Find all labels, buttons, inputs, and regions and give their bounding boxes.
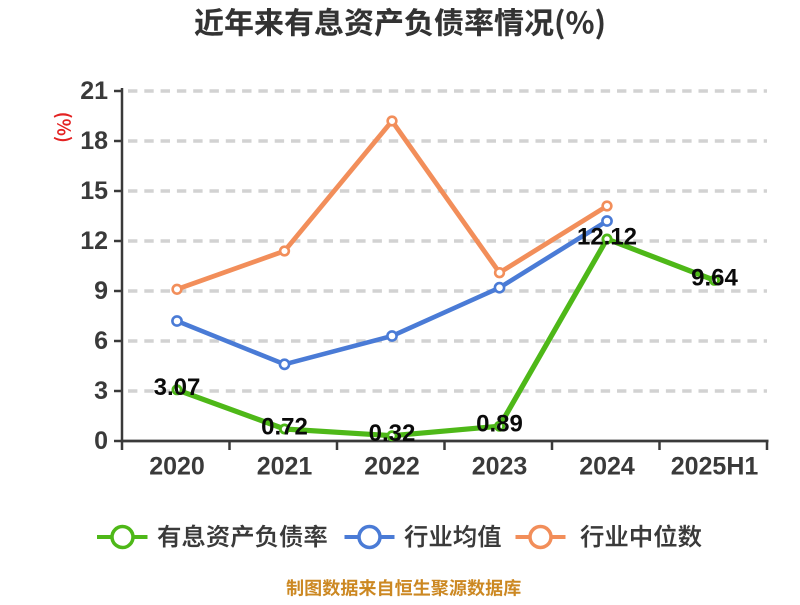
svg-text:6: 6 — [94, 327, 108, 355]
svg-text:15: 15 — [80, 177, 108, 205]
svg-text:2021: 2021 — [257, 453, 313, 481]
svg-text:2020: 2020 — [149, 453, 205, 481]
svg-text:0.89: 0.89 — [476, 411, 523, 438]
svg-text:2022: 2022 — [364, 453, 420, 481]
svg-text:2023: 2023 — [472, 453, 528, 481]
svg-text:9.64: 9.64 — [691, 265, 738, 292]
svg-text:2024: 2024 — [579, 453, 635, 481]
svg-text:3.07: 3.07 — [154, 374, 201, 401]
svg-text:0.32: 0.32 — [369, 420, 416, 447]
svg-text:12.12: 12.12 — [577, 223, 637, 250]
svg-text:12: 12 — [80, 227, 108, 255]
svg-text:0: 0 — [94, 427, 108, 455]
svg-text:2025H1: 2025H1 — [671, 453, 759, 481]
svg-text:21: 21 — [80, 77, 108, 105]
svg-text:18: 18 — [80, 127, 108, 155]
svg-text:9: 9 — [94, 277, 108, 305]
svg-text:0.72: 0.72 — [261, 413, 308, 440]
svg-text:3: 3 — [94, 377, 108, 405]
